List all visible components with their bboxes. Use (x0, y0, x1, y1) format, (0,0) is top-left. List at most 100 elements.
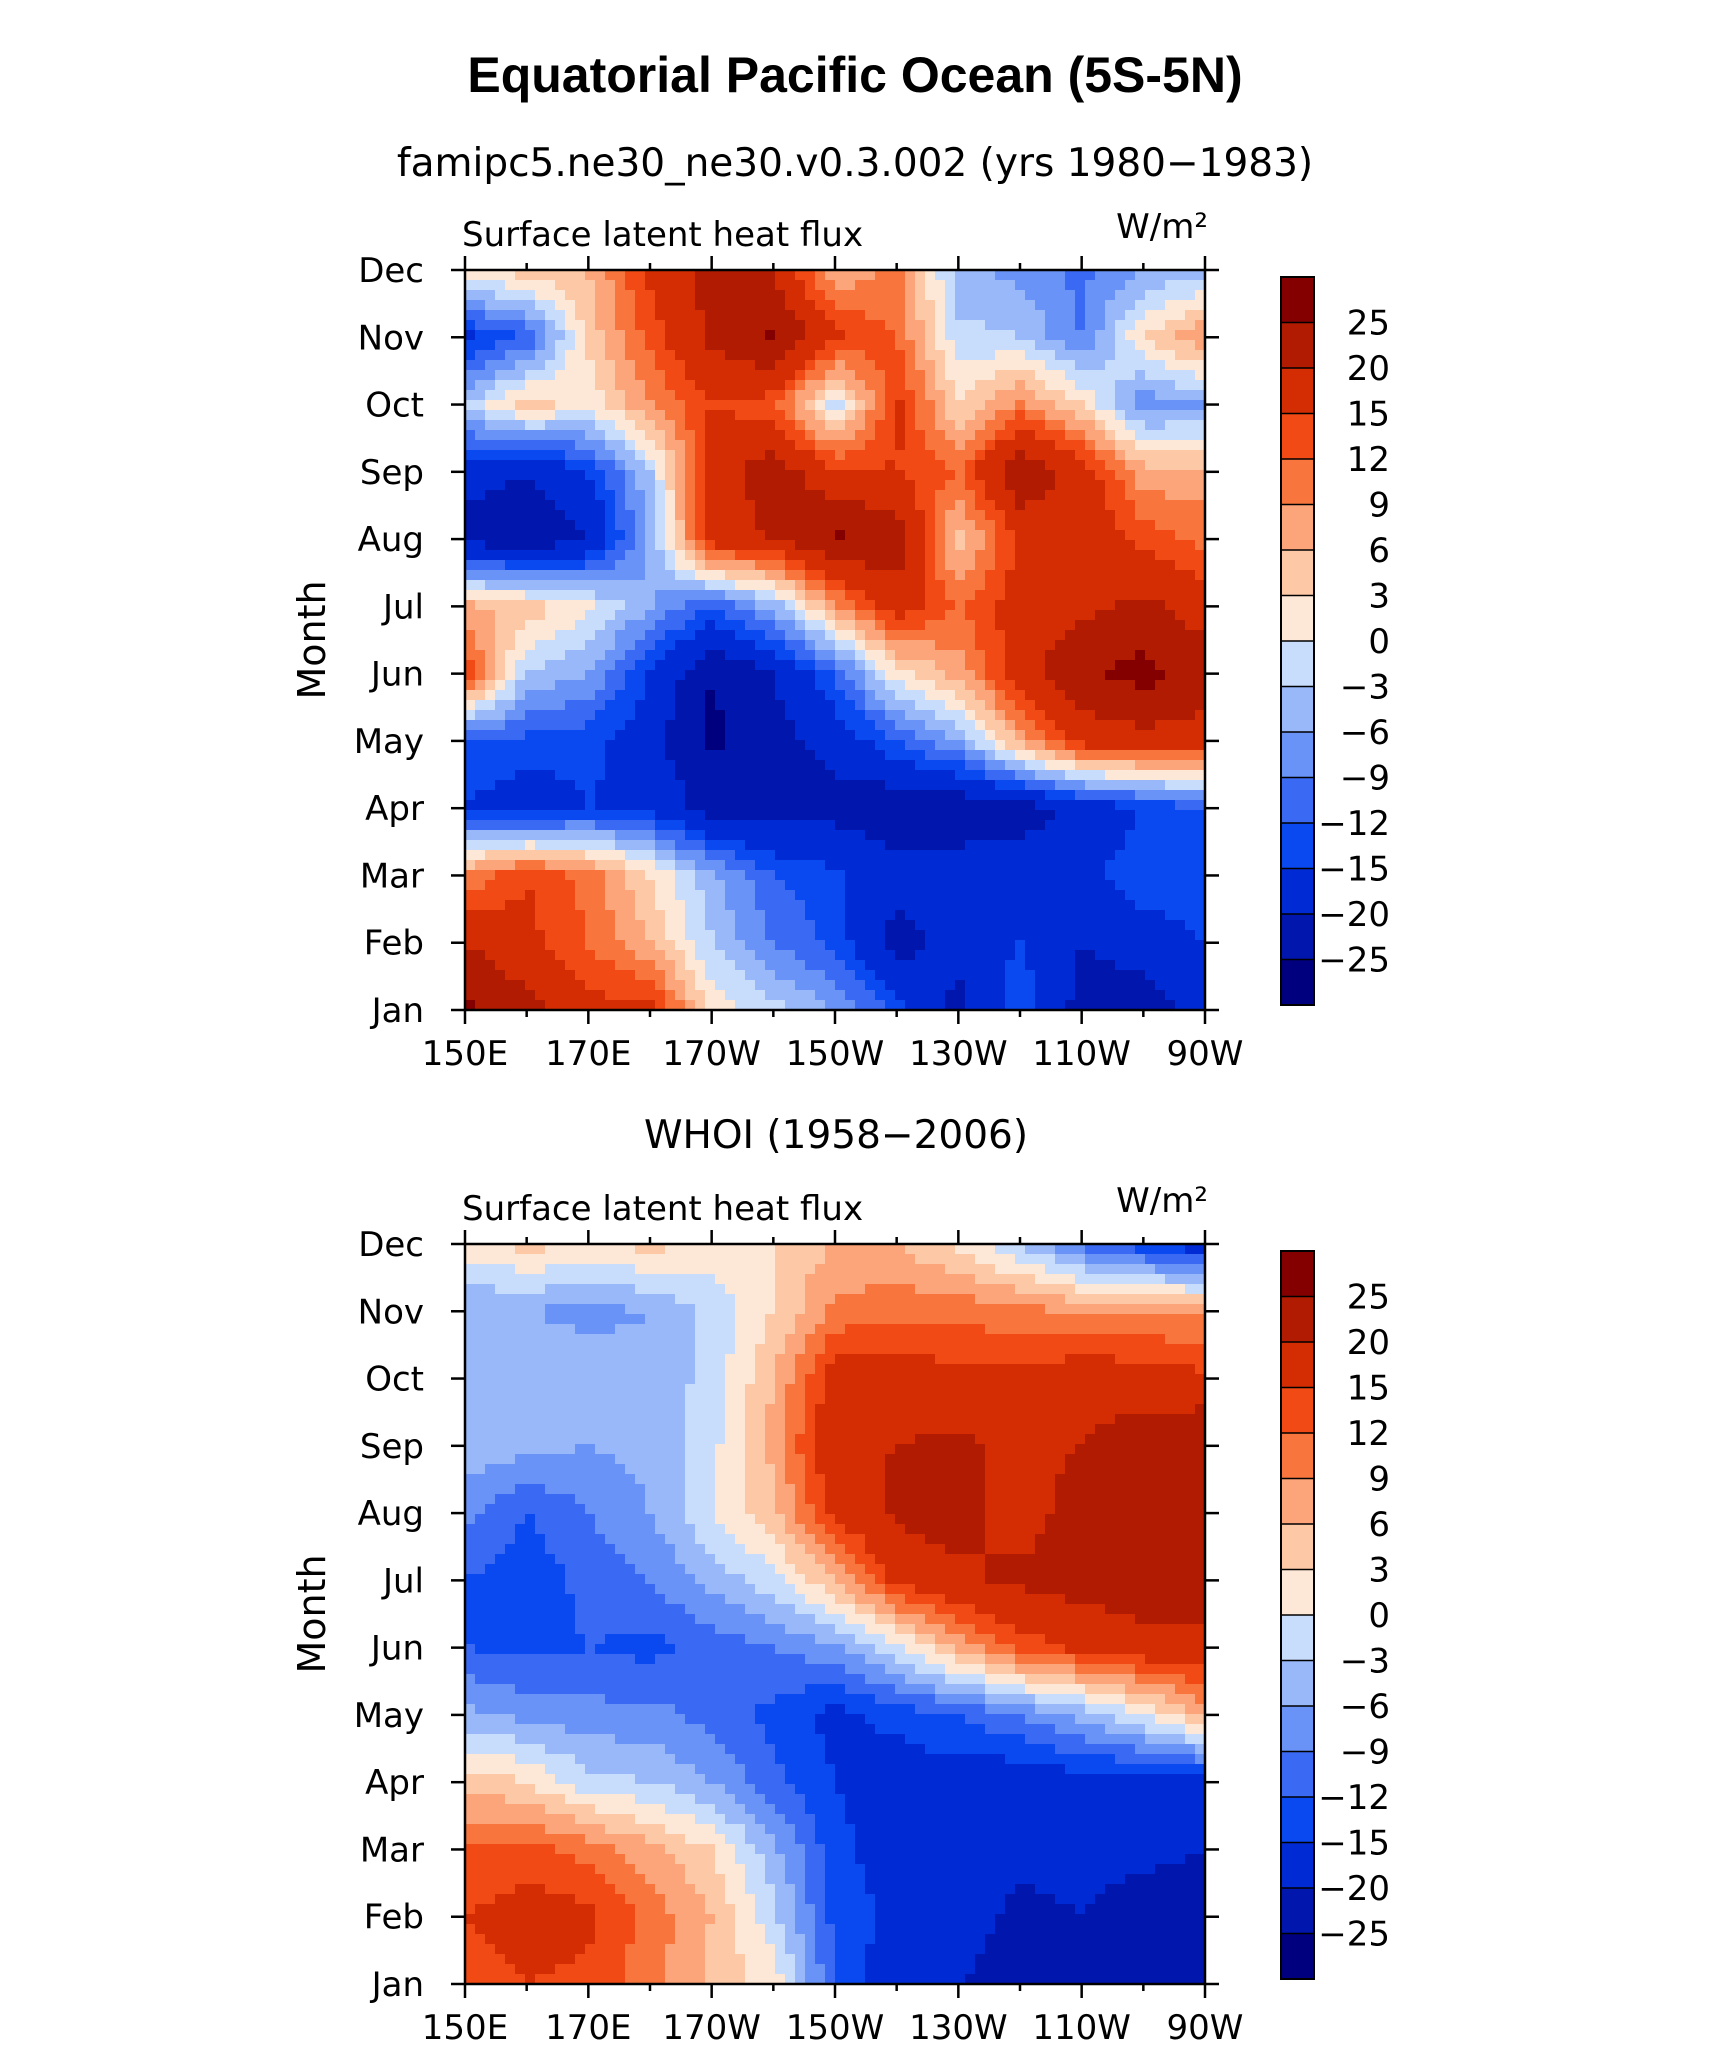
heatmap-cell (545, 470, 556, 481)
heatmap-cell (1075, 790, 1086, 801)
heatmap-cell (815, 890, 826, 901)
heatmap-cell (1035, 890, 1046, 901)
heatmap-cell (675, 520, 686, 531)
heatmap-cell (495, 320, 506, 331)
heatmap-cell (1065, 840, 1076, 851)
heatmap-cell (705, 440, 716, 451)
heatmap-cell (1135, 530, 1146, 541)
heatmap-cell (555, 500, 566, 511)
heatmap-cell (925, 690, 936, 701)
heatmap-cell (905, 350, 916, 361)
heatmap-cell (575, 470, 586, 481)
heatmap-cell (1085, 510, 1096, 521)
heatmap-cell (965, 650, 976, 661)
heatmap-cell (845, 880, 856, 891)
heatmap-cell (1155, 400, 1166, 411)
heatmap-cell (605, 940, 616, 951)
heatmap-cell (1085, 630, 1096, 641)
heatmap-cell (1175, 810, 1186, 821)
heatmap-cell (725, 910, 736, 921)
heatmap-cell (495, 530, 506, 541)
heatmap-cell (1165, 410, 1176, 421)
heatmap-cell (475, 730, 486, 741)
heatmap-cell (735, 590, 746, 601)
heatmap-cell (685, 920, 696, 931)
heatmap-cell (1095, 530, 1106, 541)
heatmap-cell (805, 770, 816, 781)
heatmap-cell (1115, 440, 1126, 451)
heatmap-cell (545, 820, 556, 831)
heatmap-cell (795, 420, 806, 431)
heatmap-cell (705, 520, 716, 531)
heatmap-cell (735, 570, 746, 581)
heatmap-cell (695, 430, 706, 441)
heatmap-cell (965, 850, 976, 861)
heatmap-cell (1105, 710, 1116, 721)
heatmap-cell (775, 520, 786, 531)
heatmap-cell (565, 720, 576, 731)
heatmap-cell (1015, 780, 1026, 791)
heatmap-cell (745, 380, 756, 391)
heatmap-cell (835, 870, 846, 881)
heatmap-cell (935, 440, 946, 451)
heatmap-cell (485, 880, 496, 891)
heatmap-cell (1045, 530, 1056, 541)
heatmap-cell (695, 410, 706, 421)
heatmap-cell (555, 910, 566, 921)
heatmap-cell (1165, 580, 1176, 591)
heatmap-cell (535, 740, 546, 751)
heatmap-cell (965, 620, 976, 631)
heatmap-cell (965, 570, 976, 581)
heatmap-cell (665, 790, 676, 801)
heatmap-cell (895, 900, 906, 911)
heatmap-cell (1175, 910, 1186, 921)
heatmap-cell (985, 780, 996, 791)
heatmap-cell (1165, 910, 1176, 921)
heatmap-cell (1145, 910, 1156, 921)
heatmap-cell (1005, 860, 1016, 871)
heatmap-cell (755, 840, 766, 851)
heatmap-cell (555, 360, 566, 371)
heatmap-cell (985, 740, 996, 751)
heatmap-cell (565, 410, 576, 421)
heatmap-cell (725, 400, 736, 411)
heatmap-cell (695, 440, 706, 451)
heatmap-cell (925, 310, 936, 321)
heatmap-cell (835, 880, 846, 891)
heatmap-cell (475, 440, 486, 451)
heatmap-cell (1075, 320, 1086, 331)
heatmap-cell (695, 800, 706, 811)
heatmap-cell (495, 640, 506, 651)
heatmap-cell (575, 450, 586, 461)
heatmap-cell (465, 270, 476, 281)
heatmap-cell (1095, 570, 1106, 581)
heatmap-cell (795, 690, 806, 701)
heatmap-cell (945, 400, 956, 411)
heatmap-cell (505, 680, 516, 691)
heatmap-cell (835, 360, 846, 371)
heatmap-cell (825, 320, 836, 331)
heatmap-cell (1125, 910, 1136, 921)
heatmap-cell (1125, 710, 1136, 721)
heatmap-cell (775, 840, 786, 851)
heatmap-cell (465, 330, 476, 341)
heatmap-cell (745, 630, 756, 641)
heatmap-cell (885, 560, 896, 571)
heatmap-cell (975, 370, 986, 381)
heatmap-cell (1085, 880, 1096, 891)
heatmap-cell (635, 870, 646, 881)
heatmap-cell (475, 770, 486, 781)
heatmap-cell (1105, 860, 1116, 871)
heatmap-cell (535, 530, 546, 541)
heatmap-cell (925, 620, 936, 631)
heatmap-cell (585, 560, 596, 571)
heatmap-cell (1075, 860, 1086, 871)
heatmap-cell (605, 420, 616, 431)
heatmap-cell (475, 400, 486, 411)
heatmap-cell (965, 830, 976, 841)
heatmap-cell (1015, 880, 1026, 891)
heatmap-cell (945, 780, 956, 791)
heatmap-cell (1135, 790, 1146, 801)
heatmap-cell (975, 910, 986, 921)
heatmap-cell (535, 500, 546, 511)
